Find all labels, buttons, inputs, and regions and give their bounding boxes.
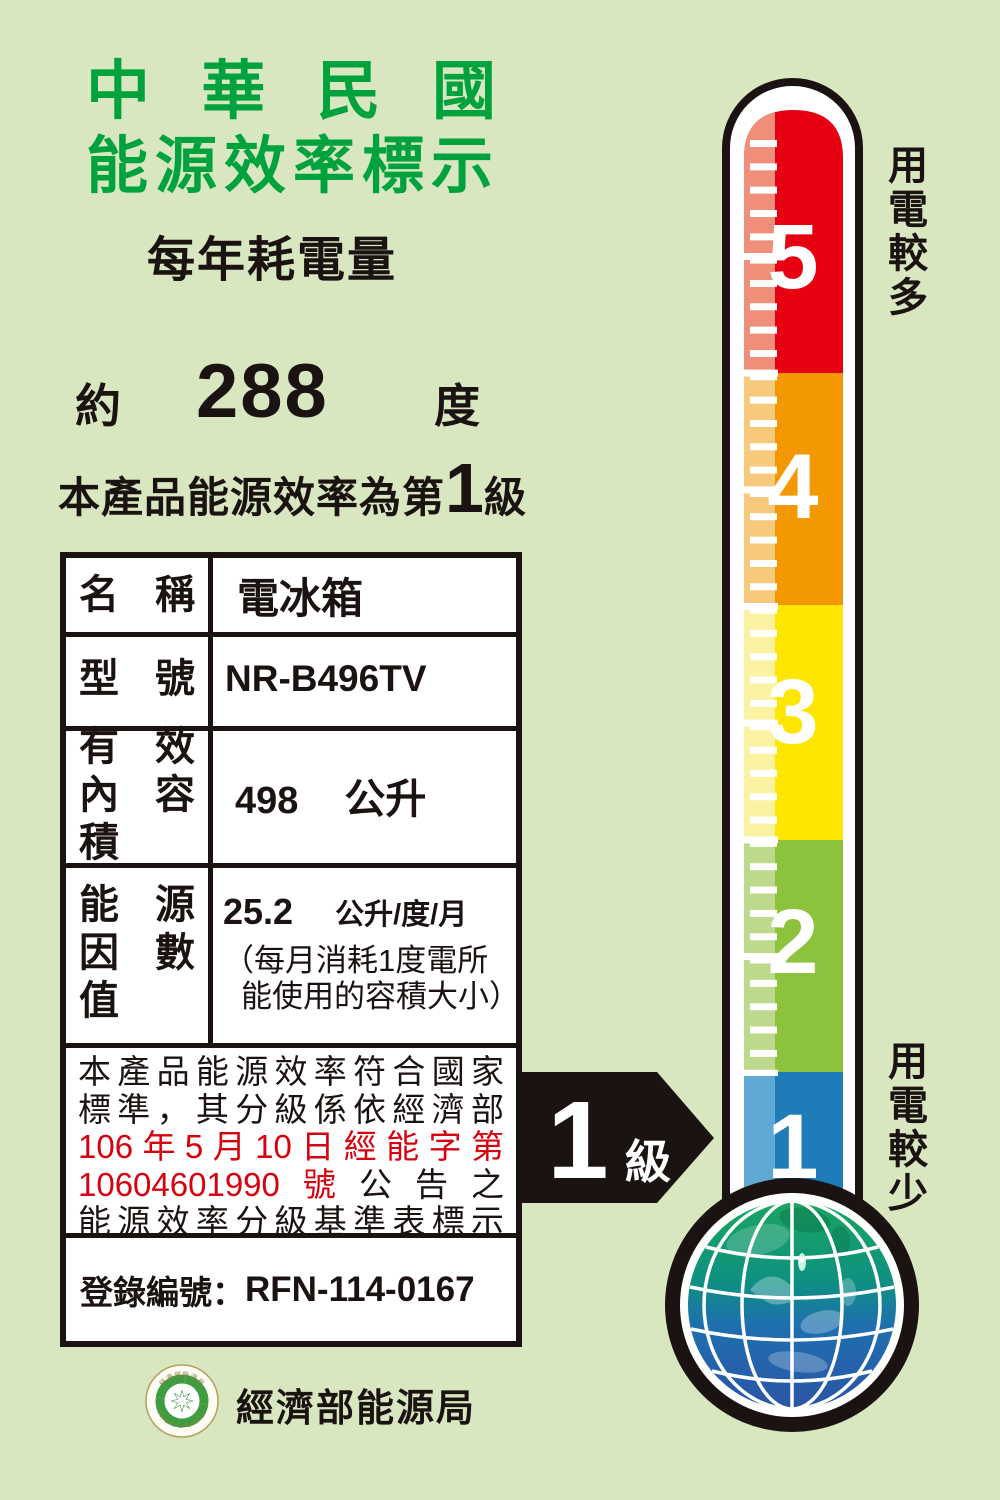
table-row-model: 型號 NR-B496TV <box>66 632 516 731</box>
consumption-line: 約 288 度 <box>0 348 560 434</box>
table-row-capacity: 有效 內容積 498 公升 <box>66 725 516 868</box>
model-label-cell: 型號 <box>66 632 213 726</box>
capacity-value: 498 <box>235 779 299 822</box>
label-title: 能源效率標示 <box>86 132 501 201</box>
factor-note-line2: 能使用的容積大小） <box>241 979 520 1014</box>
factor-value: 25.2 <box>223 891 294 932</box>
efficiency-scale-graphic: 1 級 5 4 3 2 1 <box>520 78 919 1432</box>
level-number-3: 3 <box>767 661 818 763</box>
registration-number: RFN-114-0167 <box>245 1269 475 1309</box>
bureau-of-energy-seal: 經濟部能源局 BUREAU OF ENERGY <box>145 1364 219 1438</box>
level-number-5: 5 <box>767 206 818 308</box>
compliance-line3: 106年5月10日經能字第 <box>78 1128 504 1165</box>
country-title: 中華民國 <box>86 55 496 127</box>
table-row-name: 名稱 電冰箱 <box>66 558 516 637</box>
level-number-2: 2 <box>767 891 818 993</box>
name-label-cell: 名稱 <box>66 558 213 632</box>
arrow-grade-suffix: 級 <box>625 1136 671 1188</box>
factor-note-line1: （每月消耗1度電所 <box>223 943 489 978</box>
factor-value-cell: 25.2 公升/度/月 （每月消耗1度電所 能使用的容積大小） <box>213 863 520 1043</box>
table-row-energy-factor: 能源 因數值 25.2 公升/度/月 （每月消耗1度電所 能使用的容積大小） <box>66 863 520 1048</box>
grade-prefix: 本產品能源效率為第 <box>58 474 446 521</box>
registration-label: 登錄編號： <box>80 1273 245 1311</box>
factor-label-cell: 能源 因數值 <box>66 863 213 1043</box>
grade-value: 1 <box>445 449 484 527</box>
annual-consumption-heading: 每年耗電量 <box>147 234 398 287</box>
compliance-line4: 10604601990號公告之 <box>78 1165 505 1203</box>
capacity-label-cell: 有效 內容積 <box>66 725 213 865</box>
model-value-cell: NR-B496TV <box>225 658 427 699</box>
seal-pinwheel <box>155 1374 209 1428</box>
compliance-line1: 本產品能源效率符合國家 <box>78 1053 504 1090</box>
grade-sentence: 本產品能源效率為第1級 <box>58 448 527 528</box>
seal-star <box>170 1389 194 1413</box>
capacity-value-cell: 498 公升 <box>213 726 516 863</box>
factor-unit: 公升/度/月 <box>335 899 468 931</box>
level-number-4: 4 <box>767 436 818 538</box>
globe-icon <box>665 1178 919 1432</box>
compliance-line5: 能源效率分級基準表標示 <box>78 1203 504 1240</box>
grade-suffix: 級 <box>483 474 527 521</box>
arrow-grade-number: 1 <box>547 1079 608 1202</box>
agency-name: 經濟部能源局 <box>236 1388 477 1430</box>
capacity-unit: 公升 <box>344 775 427 822</box>
registration-row: 登錄編號： RFN-114-0167 <box>66 1238 516 1341</box>
grade-arrow <box>520 1072 714 1203</box>
kwh-unit: 度 <box>434 380 480 432</box>
compliance-line2: 標準，其分級係依經濟部 <box>78 1090 504 1128</box>
approx-prefix: 約 <box>75 380 121 432</box>
name-value-cell: 電冰箱 <box>237 574 364 622</box>
compliance-statement: 本產品能源效率符合國家 標準，其分級係依經濟部 106年5月10日經能字第 10… <box>66 1043 516 1240</box>
spec-table: 名稱 電冰箱 型號 NR-B496TV 有效 內容積 498 公升 能源 因數值 <box>60 552 522 1347</box>
uses-less-power-label: 用電較少 <box>888 1040 928 1216</box>
uses-more-power-label: 用電較多 <box>888 144 928 320</box>
annual-kwh-value: 288 <box>196 349 329 434</box>
